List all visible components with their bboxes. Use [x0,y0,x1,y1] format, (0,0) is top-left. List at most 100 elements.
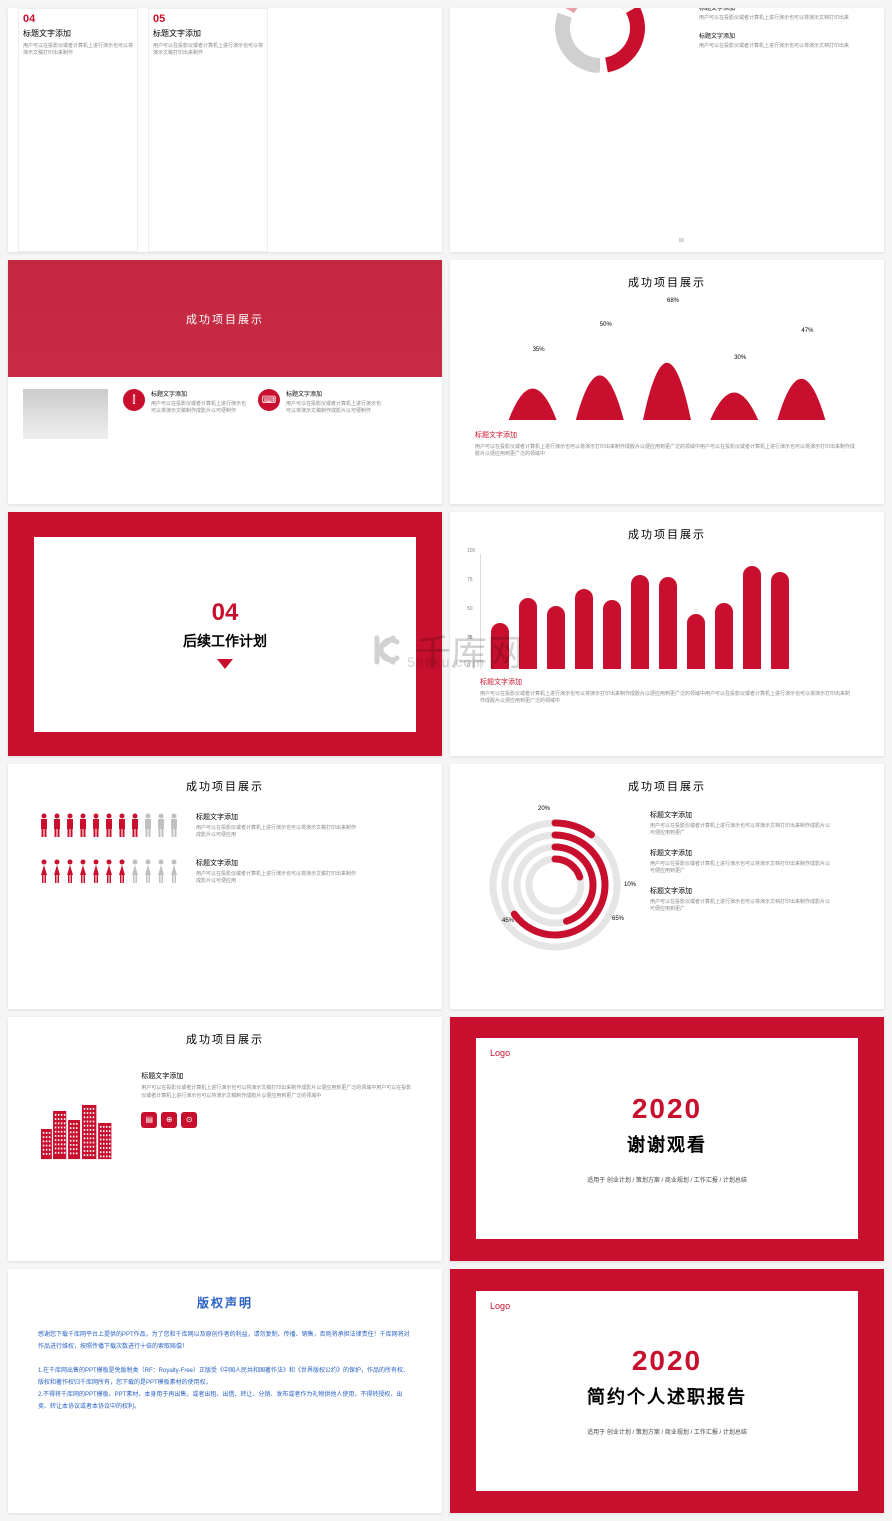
male-icon [116,813,128,837]
female-icon [51,859,63,883]
male-icon [64,813,76,837]
row-desc: 用户可以在投影仪或者计算机上进行演示也可以将演示文稿打印出来制作成影片以可便应用 [196,870,356,884]
thanks-title: 谢谢观看 [627,1131,707,1157]
bar [687,614,705,669]
slide-3: 成功项目展示 ⫿标题文字添加用户可以在投影仪或者计算机上进行演示也可以将演示文稿… [8,260,442,504]
caption-title: 标题文字添加 [141,1071,412,1081]
bar [715,603,733,670]
logo-text: Logo [490,1301,510,1311]
slide-2: 0102 标题文字添加用户可以在投影仪或者计算机上进行演示也可以将演示文档打印出… [450,8,884,252]
male-icon [38,813,50,837]
slide-8: 成功项目展示 10%65%45%20% 标题文字添加用户可以在投影仪或者计算机上… [450,764,884,1008]
thumbnail-image [23,389,108,439]
section-title: 后续工作计划 [183,631,267,651]
info-card: 04标题文字添加用户可以在投影仪或者计算机上进行演示也可以将演示文稿打印出来制作 [18,8,138,252]
card-title: 标题文字添加 [153,28,263,39]
ring-label: 65% [612,916,624,922]
male-icon [90,813,102,837]
info-card: 05 标题文字添加用户可以在投影仪或者计算机上进行演示也可以将演示文稿打印出来制作 [148,8,268,252]
peak-label: 47% [801,328,813,334]
bar [771,572,789,670]
bar [743,566,761,670]
peak-label: 35% [533,347,545,353]
slide-9: 成功项目展示 标题文字添加 用户可以在投影仪或者计算机上进行演示也可以将演示文稿… [8,1017,442,1261]
bar [603,600,621,669]
ring-chart: 0102 [540,8,660,88]
bar [519,598,537,669]
icon-button[interactable]: ⊙ [181,1112,197,1128]
item-desc: 用户可以在投影仪或者计算机上进行演示也可以将演示文档打印出来制作成影片以可便应用… [650,822,830,836]
item-title: 标题文字添加 [650,848,830,858]
slide-title: 成功项目展示 [450,274,884,290]
female-icon [38,859,50,883]
slide-grid: 04标题文字添加用户可以在投影仪或者计算机上进行演示也可以将演示文稿打印出来制作… [0,0,892,1521]
y-tick: 25 [467,635,473,641]
ring-item: 标题文字添加用户可以在投影仪或者计算机上进行演示也可以将演示文档打印出来制作成影… [650,886,830,912]
y-tick: 75 [467,577,473,583]
feature-item: ⫿标题文字添加用户可以在投影仪或者计算机上进行演示也可以将演示文稿制作成影片以可… [123,389,246,439]
item-title: 标题文字添加 [699,8,869,12]
male-icon [51,813,63,837]
male-icon [129,813,141,837]
y-tick: 50 [467,606,473,612]
female-icon [103,859,115,883]
card-number: 04 [23,13,133,25]
slide-title: 成功项目展示 [450,526,884,542]
item-desc: 用户可以在投影仪或者计算机上进行演示也可以将演示文稿制作成影片以可便制作 [286,400,381,414]
subtitle: 适用于 创业计划 / 策划方案 / 商业规划 / 工作汇报 / 计划总结 [587,1427,747,1436]
peak-label: 50% [600,322,612,328]
caption-text: 用户可以在投影仪或者计算机上进行演示也可以将演示打印出来制作成胶片以便应用到更广… [480,690,854,704]
card-number: 05 [153,13,263,25]
ring-label: 20% [538,806,550,812]
peak-label: 30% [734,355,746,361]
chart-icon: ⫿ [123,389,145,411]
year: 2020 [632,1345,702,1377]
icon-button[interactable]: ▤ [141,1112,157,1128]
slide-1: 04标题文字添加用户可以在投影仪或者计算机上进行演示也可以将演示文稿打印出来制作… [8,8,442,252]
bar [631,575,649,669]
y-tick: 0 [467,663,470,669]
buildings-icon [38,1071,116,1181]
female-icon [64,859,76,883]
radial-chart: 10%65%45%20% [480,810,630,960]
item-title: 标题文字添加 [650,810,830,820]
bar-chart: 0255075100 [480,554,854,669]
item-desc: 用户可以在投影仪或者计算机上进行演示也可以将演示文档打印出来 [699,14,869,21]
ring-item: 标题文字添加用户可以在投影仪或者计算机上进行演示也可以将演示文档打印出来制作成影… [650,848,830,874]
slide-title: 成功项目展示 [8,1031,442,1047]
icon-button[interactable]: ⊕ [161,1112,177,1128]
female-icon [129,859,141,883]
item-desc: 用户可以在投影仪或者计算机上进行演示也可以将演示文档打印出来制作成影片以可便应用… [650,898,830,912]
slide-5-section: 04 后续工作计划 [8,512,442,756]
card-desc: 用户可以在投影仪或者计算机上进行演示也可以将演示文稿打印出来制作 [153,42,263,56]
slide-11-copyright: 版权声明 感谢您下载千库网平台上提供的PPT作品，为了您和千库网以及原创作者的利… [8,1269,442,1513]
copyright-title: 版权声明 [38,1294,412,1311]
row-title: 标题文字添加 [196,858,356,868]
slide-4: 成功项目展示 35%50%68%30%47% 标题文字添加 用户可以在投影仪或者… [450,260,884,504]
item-title: 标题文字添加 [151,389,246,398]
slide-6: 成功项目展示 0255075100 标题文字添加 用户可以在投影仪或者计算机上进… [450,512,884,756]
slide-title: 成功项目展示 [8,778,442,794]
female-icon [142,859,154,883]
year: 2020 [632,1093,702,1125]
male-icon [142,813,154,837]
item-desc: 用户可以在投影仪或者计算机上进行演示也可以将演示文档打印出来制作成影片以可便应用… [650,860,830,874]
male-icon [155,813,167,837]
card-title: 标题文字添加 [23,28,133,39]
item-title: 标题文字添加 [286,389,381,398]
subtitle: 适用于 创业计划 / 策划方案 / 商业规划 / 工作汇报 / 计划总结 [587,1175,747,1184]
caption-text: 用户可以在投影仪或者计算机上进行演示也可以将演示文稿打印出来制作成影片以便应用到… [141,1084,412,1100]
bar [659,577,677,669]
bar [547,606,565,669]
section-number: 04 [212,599,239,627]
people-row: 标题文字添加用户可以在投影仪或者计算机上进行演示也可以将演示文稿打印出来制作成影… [38,858,412,884]
male-icon [103,813,115,837]
feature-item: ⌨ 标题文字添加用户可以在投影仪或者计算机上进行演示也可以将演示文稿制作成影片以可… [258,389,381,439]
slide-12-cover: Logo 2020 简约个人述职报告 适用于 创业计划 / 策划方案 / 商业规… [450,1269,884,1513]
caption-title: 标题文字添加 [475,430,859,440]
female-icon [116,859,128,883]
item-desc: 用户可以在投影仪或者计算机上进行演示也可以将演示文档打印出来 [699,42,869,49]
monitor-icon: ⌨ [258,389,280,411]
female-icon [168,859,180,883]
svg-text:02: 02 [555,8,562,10]
